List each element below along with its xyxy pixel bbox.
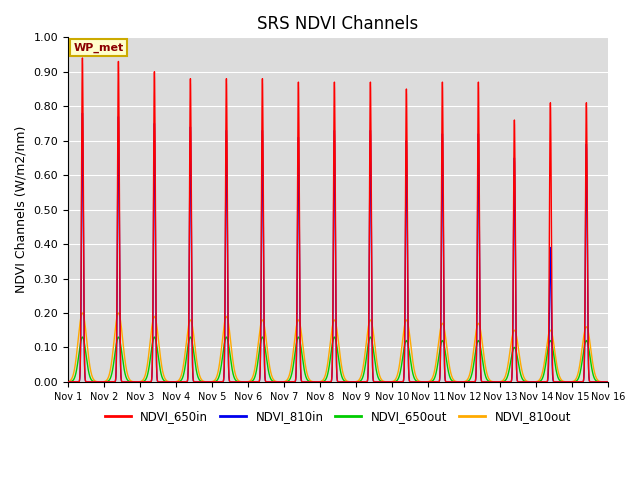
Text: WP_met: WP_met	[74, 43, 124, 53]
Y-axis label: NDVI Channels (W/m2/nm): NDVI Channels (W/m2/nm)	[15, 126, 28, 293]
Legend: NDVI_650in, NDVI_810in, NDVI_650out, NDVI_810out: NDVI_650in, NDVI_810in, NDVI_650out, NDV…	[100, 405, 576, 428]
Title: SRS NDVI Channels: SRS NDVI Channels	[257, 15, 419, 33]
